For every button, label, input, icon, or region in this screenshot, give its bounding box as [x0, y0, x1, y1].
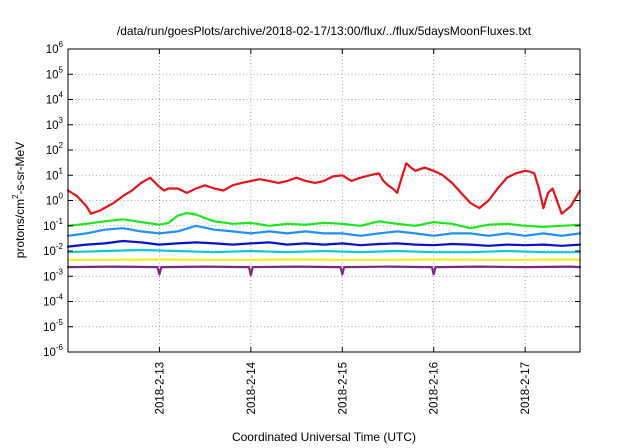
y-axis-title: protons/cm2-s-sr-MeV — [11, 142, 27, 258]
y-tick-label: 10-6 — [43, 343, 63, 359]
y-tick-label: 106 — [46, 40, 64, 56]
x-tick-label: 2018-2-14 — [246, 361, 258, 414]
y-tick-label: 104 — [46, 91, 64, 107]
y-tick-label: 103 — [46, 116, 64, 132]
series-line-1 — [66, 162, 582, 215]
series-line-7 — [66, 265, 582, 277]
chart-title: /data/run/goesPlots/archive/2018-02-17/1… — [117, 24, 532, 38]
series-line-5 — [66, 248, 582, 254]
x-tick-labels: 2018-2-13 2018-2-14 2018-2-15 2018-2-16 2018… — [154, 361, 532, 414]
y-tick-labels: 106 105 104 103 102 101 100 10-1 10-2 10-3 10-4 10-… — [43, 40, 63, 359]
series-group — [66, 162, 582, 277]
ticks — [68, 48, 580, 353]
y-tick-label: 10-1 — [43, 217, 63, 233]
x-axis-title: Coordinated Universal Time (UTC) — [232, 430, 416, 444]
y-tick-label: 10-4 — [43, 293, 63, 309]
y-tick-label: 10-5 — [43, 318, 63, 334]
y-tick-label: 101 — [46, 166, 64, 182]
x-tick-label: 2018-2-15 — [337, 362, 349, 414]
y-tick-label: 100 — [46, 192, 64, 208]
series-line-4 — [66, 239, 582, 248]
x-tick-label: 2018-2-16 — [429, 362, 441, 414]
y-tick-label: 10-2 — [43, 242, 63, 258]
y-tick-label: 102 — [46, 141, 64, 157]
x-tick-label: 2018-2-17 — [520, 362, 532, 414]
series-line-3 — [66, 224, 582, 237]
y-tick-label: 105 — [46, 65, 64, 81]
x-tick-label: 2018-2-13 — [154, 362, 166, 414]
series-line-2 — [66, 211, 582, 230]
y-tick-label: 10-3 — [43, 267, 63, 283]
